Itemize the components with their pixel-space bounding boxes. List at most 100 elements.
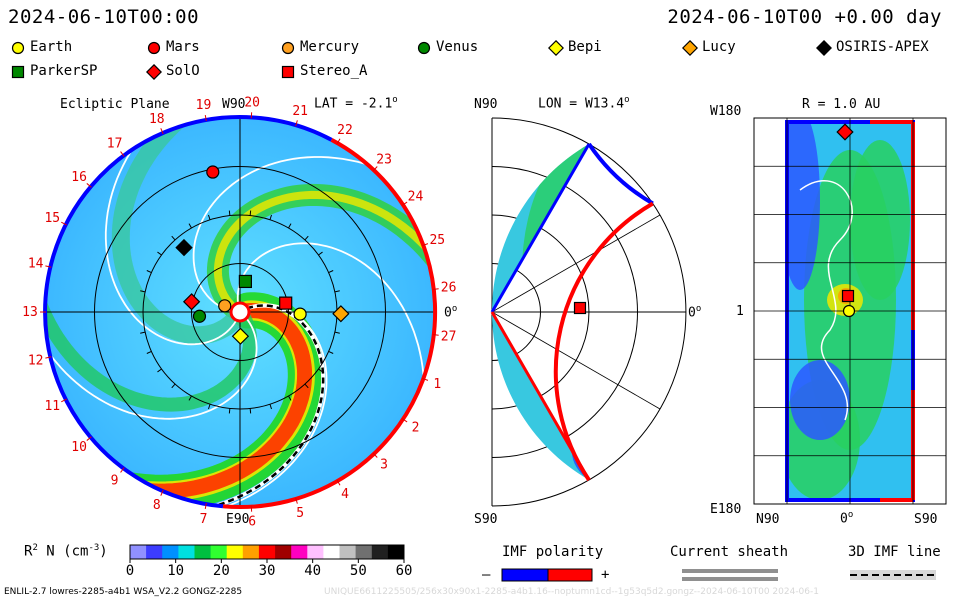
meridional-grid [491,117,687,507]
map-y-bottom: E180 [710,502,742,517]
body-osiris-apex [175,238,193,257]
ring-tick [288,223,292,229]
imf-plus-label: + [601,567,610,583]
ring-tick [188,395,192,401]
ecliptic-bodies [175,165,350,345]
ring-tick [140,290,146,293]
ecliptic-plane-panel: 19 20212223242526271234567891011121314151… [22,95,456,529]
imf-minus-label: – [482,567,491,583]
carrington-tick-7: 7 [200,512,208,527]
legend-stereo-a-label: Stereo_A [300,63,368,79]
legend-lucy-marker [682,40,698,56]
density-arm-south-1 [46,131,258,412]
map-grid [754,118,946,504]
carrington-tick-mark [120,151,125,157]
colorbar-segment-12 [323,545,340,559]
body-mercury [218,299,232,313]
map-title: R = 1.0 AU [802,97,881,112]
carrington-tick-mark [422,377,429,381]
sheath-line-2 [682,577,778,581]
colorbar-segment-0 [130,545,147,559]
map-body-earth [842,304,856,318]
colorbar-segment-10 [291,545,308,559]
map-body-stereo-a [841,289,855,303]
ecliptic-title: Ecliptic Plane [60,97,170,112]
legend-mercury-label: Mercury [300,39,360,55]
ring-tick [140,331,146,334]
legend-venus-marker [417,41,431,55]
ring-tick [171,383,176,389]
imf3d-key [850,570,936,580]
merid-spoke-2 [491,311,661,410]
current-sheath-title: Current sheath [670,544,789,560]
body-solo [182,293,201,311]
carrington-tick-23: 23 [376,152,392,167]
carrington-tick-mark [86,436,92,441]
carrington-tick-21: 21 [292,104,308,119]
legend-venus-label: Venus [436,39,479,55]
merid-spoke-0 [491,214,661,313]
imf3d-line [124,304,325,506]
imf-polarity-title: IMF polarity [502,544,604,560]
legend-solo-label: SolO [166,63,200,79]
carrington-tick-13: 13 [22,305,38,320]
ring-tick [269,214,272,220]
carrington-tick-2: 2 [412,420,420,435]
carrington-tick-26: 26 [441,281,457,296]
carrington-tick-18: 18 [149,112,165,127]
colorbar-segment-5 [210,545,228,559]
colorbar-segment-2 [162,545,179,559]
carrington-tick-mark [204,114,207,122]
meridional-right-label: 0o [688,304,702,321]
body-bepi [231,327,250,345]
map-x-right: S90 [914,512,938,527]
map-body-solo [836,123,854,141]
meridional-top-label: N90 [474,97,498,112]
carrington-tick-mark [295,497,298,504]
ecliptic-carrington-ticks: 19 20212223242526271234567891011121314151… [22,95,456,529]
carrington-tick-24: 24 [408,190,424,205]
carrington-tick-mark [336,138,341,145]
colorbar-segment-14 [355,545,373,559]
colorbar-segment-1 [146,545,163,559]
ring-tick [328,270,334,274]
ring-tick [304,235,309,241]
ring-tick [318,251,323,256]
carrington-tick-6: 6 [248,515,256,530]
carrington-tick-10: 10 [71,440,87,455]
colorbar-segment-16 [387,545,405,559]
imf-negative-swatch [501,568,549,582]
header-left-time: 2024-06-10T00:00 [8,6,200,28]
colorbar-segment-8 [258,545,276,559]
carrington-tick-11: 11 [44,399,60,414]
carrington-tick-mark [432,288,439,290]
ring-tick [269,404,272,410]
colorbar-tick-40: 40 [304,563,322,579]
ecliptic-bottom-label: E90 [226,512,250,527]
ring-tick [334,290,340,293]
carrington-tick-3: 3 [380,458,388,473]
carrington-tick-mark [372,452,378,458]
legend-mars-label: Mars [166,39,200,55]
carrington-tick-22: 22 [337,123,353,138]
ring-tick [249,408,252,414]
ring-tick [328,350,334,354]
ring-tick [157,368,162,373]
colorbar-tick-0: 0 [125,563,135,579]
map-y-top: W180 [710,104,742,119]
carrington-tick-mark [422,243,429,247]
body-mars [206,165,220,179]
legend-earth-label: Earth [30,39,73,55]
field-line-0 [49,303,328,506]
ring-tick [318,368,323,373]
carrington-tick-17: 17 [107,137,123,152]
merid-edge-bottom [490,311,591,481]
merid-edge-top [490,143,591,313]
legend-osiris-apex-marker [816,40,832,56]
colorbar-tick-50: 50 [349,563,367,579]
map-panel [753,117,947,505]
merid-rim-positive [553,201,654,482]
ring-tick [208,214,211,220]
meridional-polarity-rim [490,142,654,482]
